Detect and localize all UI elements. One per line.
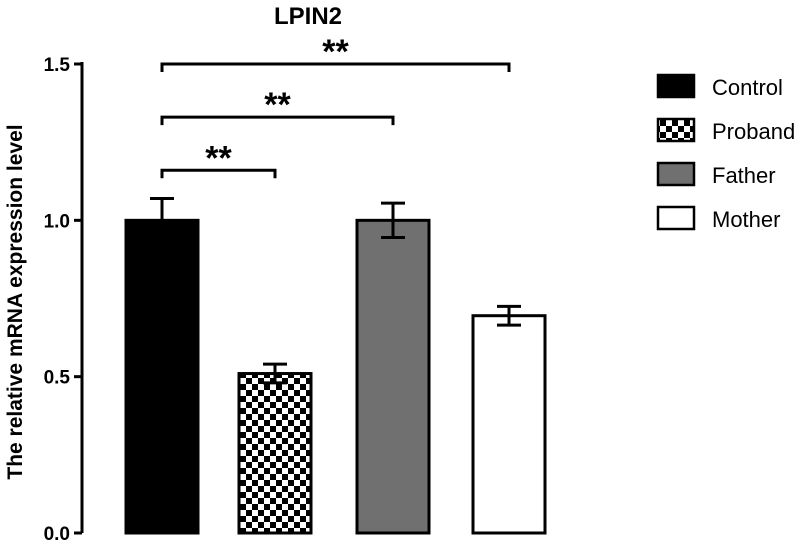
legend-swatch-control <box>656 73 696 99</box>
y-tick-label: 0.0 <box>44 524 70 544</box>
legend-swatch-proband <box>656 117 696 143</box>
significance-label: ** <box>264 86 291 124</box>
bar-control <box>124 218 200 535</box>
legend-label-mother: Mother <box>712 207 780 232</box>
bar-father <box>355 218 431 535</box>
bar-proband <box>237 372 313 535</box>
y-tick-label: 0.5 <box>44 368 71 389</box>
significance-bracket <box>160 168 277 179</box>
legend-swatch-mother <box>656 205 696 231</box>
bar-mother <box>471 314 547 535</box>
plot-area: 0.0 0.5 1.0 1.5 ** ** ** <box>44 33 547 544</box>
chart-title: LPIN2 <box>274 3 342 30</box>
y-tick-label: 1.0 <box>44 211 70 232</box>
significance-bracket <box>160 115 395 126</box>
significance-label: ** <box>322 33 349 71</box>
y-axis-label: The relative mRNA expression level <box>4 124 27 479</box>
legend-label-proband: Proband <box>712 119 795 144</box>
significance-bracket <box>160 62 511 72</box>
legend-label-control: Control <box>712 75 783 100</box>
legend: Control Proband Father Mother <box>656 73 795 232</box>
y-tick-label: 1.5 <box>44 55 71 76</box>
legend-swatch-father <box>656 161 696 187</box>
significance-label: ** <box>205 139 232 177</box>
legend-label-father: Father <box>712 163 776 188</box>
